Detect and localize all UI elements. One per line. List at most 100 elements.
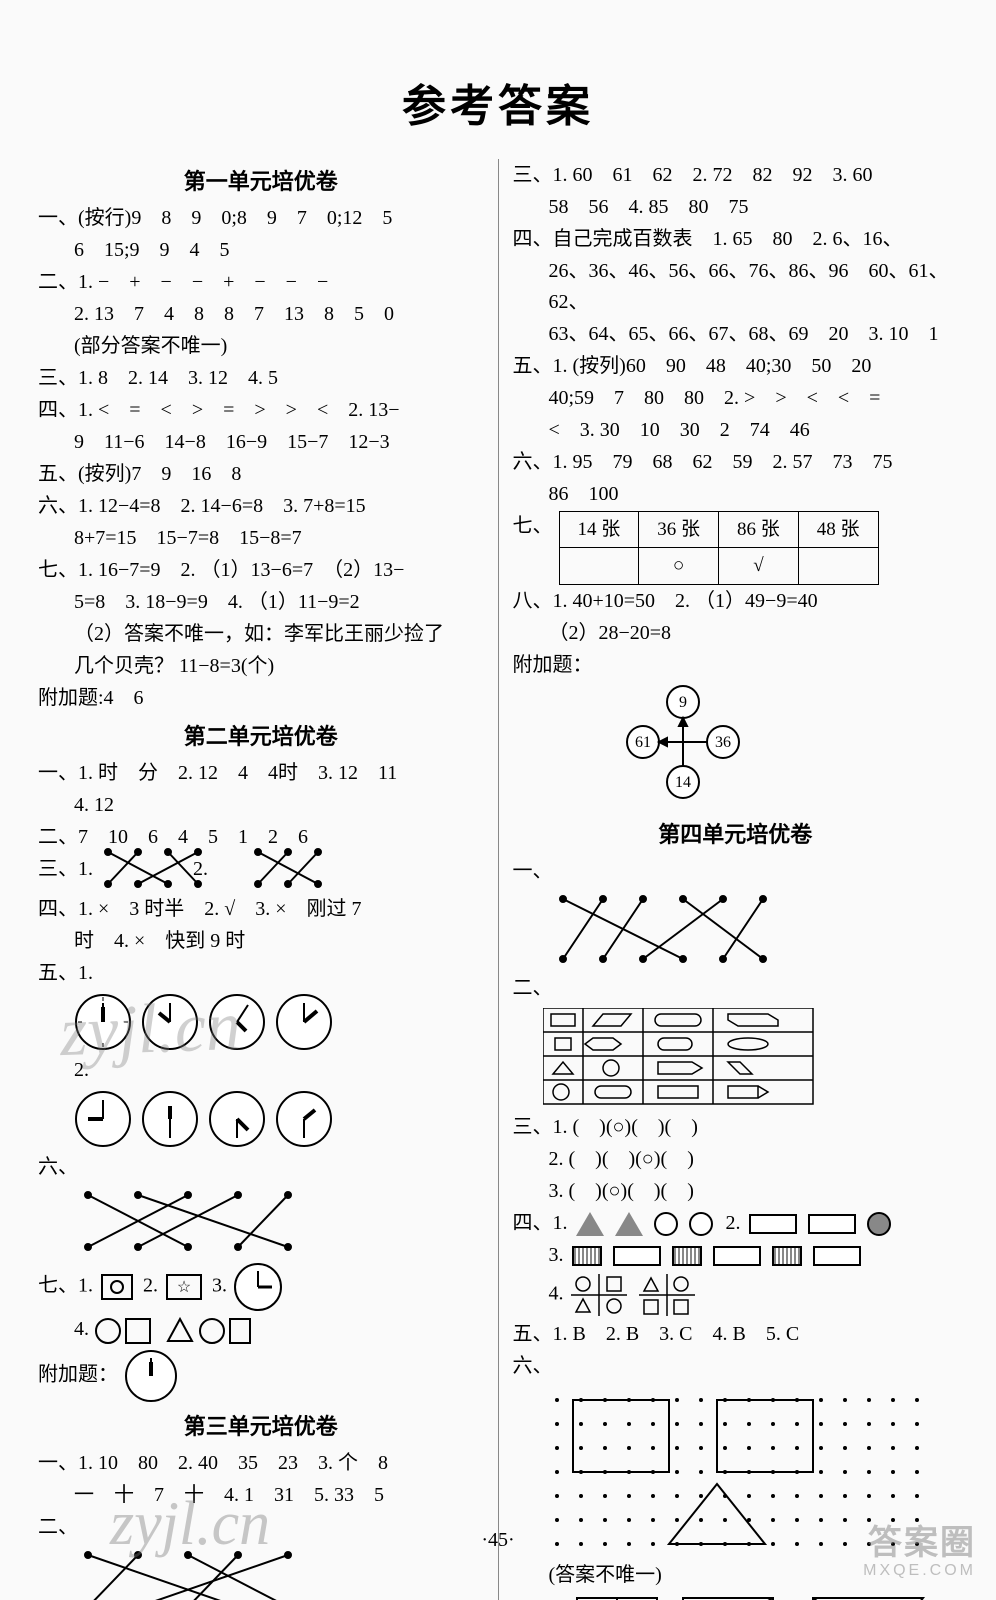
shape-row-icon [94, 1315, 254, 1347]
u4-q2-shape-table [543, 1008, 823, 1108]
u3-q1a: 一、1. 10 80 2. 40 35 23 3. 个 8 [38, 1448, 484, 1479]
u4-q5: 五、1. B 2. B 3. C 4. B 5. C [513, 1319, 959, 1350]
page-number: ·45· [0, 1529, 996, 1552]
u2-q1b: 4. 12 [38, 790, 484, 821]
u3-q4c: 63、64、65、66、67、68、69 20 3. 10 1 [513, 319, 959, 350]
u4-q4-row4: 4. [513, 1272, 959, 1318]
u3-q3a: 三、1. 60 61 62 2. 72 82 92 3. 60 [513, 160, 959, 191]
u4-q3-3: 3. ( )(○)( )( ) [513, 1176, 959, 1207]
u3-q5c: < 3. 30 10 30 2 74 46 [513, 415, 959, 446]
u4-q6-note: (答案不唯一) [513, 1560, 959, 1591]
rect-shaded-icon [772, 1246, 802, 1266]
unit2-title: 第二单元培优卷 [38, 720, 484, 754]
u2-q6-label: 六、 [38, 1152, 484, 1183]
u3-q5b: 40;59 7 80 80 2. > > < < = [513, 383, 959, 414]
circle-icon [689, 1212, 713, 1236]
u2-extra-label: 附加题： [38, 1348, 484, 1404]
u3-q7-table: 14 张 36 张 86 张 48 张 ○ √ [559, 511, 879, 585]
unit3-title: 第三单元培优卷 [38, 1410, 484, 1444]
rect-shaded-icon [572, 1246, 602, 1266]
u4-q4-3: 3. [549, 1244, 564, 1266]
u1-q7d: 几个贝壳？ 11−8=3(个) [38, 651, 484, 682]
u4-q1-label: 一、 [513, 856, 959, 887]
rect-icon [813, 1246, 861, 1266]
unit4-title: 第四单元培优卷 [513, 818, 959, 852]
u1-q7b: 5=8 3. 18−9=9 4. （1）11−9=2 [38, 587, 484, 618]
answer-key-page: 参考答案 第一单元培优卷 一、(按行)9 8 9 0;8 9 7 0;12 5 … [0, 0, 996, 1600]
table-cell: 36 张 [639, 512, 719, 548]
u3-q4b: 26、36、46、56、66、76、86、96 60、61、62、 [513, 256, 959, 318]
circle-icon [654, 1212, 678, 1236]
clock-icon [206, 991, 268, 1053]
triangle-icon [615, 1212, 643, 1236]
svg-text:☆: ☆ [177, 1279, 191, 1296]
rect-icon [613, 1246, 661, 1266]
u2-q2: 二、7 10 6 4 5 1 2 6 [38, 822, 484, 853]
clock-icon [72, 1088, 134, 1150]
u4-q3-1: 三、1. ( )(○)( )( ) [513, 1112, 959, 1143]
clock-icon [273, 991, 335, 1053]
u3-q8a: 八、1. 40+10=50 2. （1）49−9=40 [513, 586, 959, 617]
left-column: 第一单元培优卷 一、(按行)9 8 9 0;8 9 7 0;12 5 6 15;… [30, 159, 499, 1600]
u1-q2-3: (部分答案不唯一) [38, 331, 484, 362]
u2-q4a: 四、1. × 3 时半 2. √ 3. × 刚过 7 [38, 894, 484, 925]
table-cell: √ [719, 548, 799, 584]
bubble-top: 9 [679, 694, 687, 711]
u2-q5-row2 [72, 1088, 484, 1150]
u3-extra-label: 附加题： [513, 650, 959, 681]
u3-q8b: （2）28−20=8 [513, 618, 959, 649]
u4-q6-label: 六、 [513, 1351, 959, 1382]
bubble-left: 61 [635, 734, 651, 751]
u2-q4b: 时 4. × 快到 9 时 [38, 926, 484, 957]
u4-q4-row1: 四、1. 2. [513, 1208, 959, 1239]
u1-q2-1: 二、1. − + − − + − − − [38, 267, 484, 298]
u2-q5-1: 五、1. [38, 958, 484, 989]
table-cell [798, 548, 878, 584]
u3-q2-matching-diagram [68, 1547, 328, 1600]
u1-q7c: （2）答案不唯一，如：李军比王丽少捡了 [38, 619, 484, 650]
u1-q6a: 六、1. 12−4=8 2. 14−6=8 3. 7+8=15 [38, 491, 484, 522]
u1-q7a: 七、1. 16−7=9 2. （1）13−6=7 （2）13− [38, 555, 484, 586]
bubble-bottom: 14 [675, 774, 691, 791]
page-title: 参考答案 [30, 70, 966, 134]
unit1-title: 第一单元培优卷 [38, 165, 484, 199]
u2-q5-2: 2. [38, 1055, 484, 1086]
clock-icon [273, 1088, 335, 1150]
u4-q2-label: 二、 [513, 973, 959, 1004]
table-cell: 48 张 [798, 512, 878, 548]
circle-filled-icon [867, 1212, 891, 1236]
u1-q2-2: 2. 13 7 4 8 8 7 13 8 5 0 [38, 299, 484, 330]
u2-q7-label: 七、1. 2. ☆ 3. [38, 1261, 484, 1313]
u3-q4a: 四、自己完成百数表 1. 65 80 2. 6、16、 [513, 224, 959, 255]
u2-q5-row1 [72, 991, 484, 1053]
u4-q4-1: 四、1. [513, 1212, 568, 1234]
u2-q7-text: 七、1. [38, 1275, 93, 1297]
u4-q4-4: 4. [549, 1283, 564, 1305]
clock-icon [139, 991, 201, 1053]
bubble-right: 36 [715, 734, 731, 751]
clock-icon [206, 1088, 268, 1150]
u3-q3b: 58 56 4. 85 80 75 [513, 192, 959, 223]
triangle-icon [576, 1212, 604, 1236]
clock-icon [139, 1088, 201, 1150]
u2-q6-matching-diagram [68, 1187, 328, 1257]
u3-q5a: 五、1. (按列)60 90 48 40;30 50 20 [513, 351, 959, 382]
u1-q4b: 9 11−6 14−8 16−9 15−7 12−3 [38, 427, 484, 458]
clock-icon [232, 1261, 284, 1313]
rect-icon [749, 1214, 797, 1234]
u1-q1a: 一、(按行)9 8 9 0;8 9 7 0;12 5 [38, 203, 484, 234]
u2-extra-text: 附加题： [38, 1363, 118, 1385]
shape-icon: ☆ [163, 1269, 207, 1305]
table-cell: 14 张 [559, 512, 639, 548]
u3-q6b: 86 100 [513, 479, 959, 510]
u3-q7-label: 七、 [513, 511, 553, 542]
clock-icon [72, 991, 134, 1053]
u1-q5: 五、(按列)7 9 16 8 [38, 459, 484, 490]
u1-extra: 附加题:4 6 [38, 683, 484, 714]
u4-q1-matching-diagram [543, 891, 803, 969]
u4-q4-grid-icon [569, 1272, 699, 1318]
u4-q3-2: 2. ( )( )(○)( ) [513, 1144, 959, 1175]
table-cell [559, 548, 639, 584]
u4-q4-2: 2. [726, 1212, 741, 1234]
u3-q1b: 一 十 7 十 4. 1 31 5. 33 5 [38, 1480, 484, 1511]
